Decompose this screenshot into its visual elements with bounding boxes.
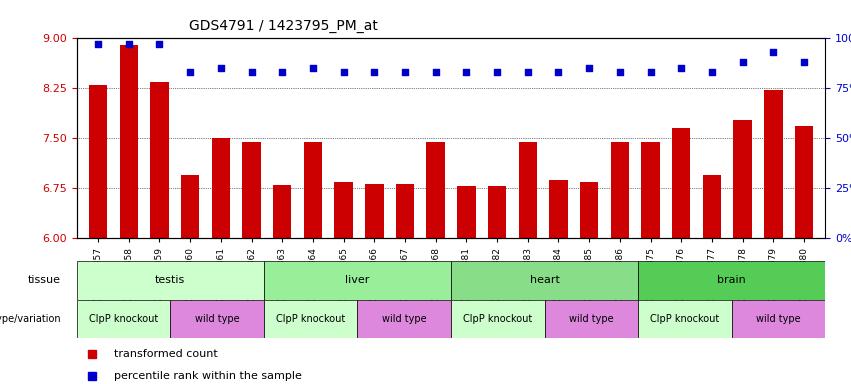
Point (460, 69, 473, 75)
Text: brain: brain (717, 275, 746, 285)
FancyBboxPatch shape (77, 300, 170, 338)
Point (705, 69, 719, 75)
Bar (151, 82, 168, 238)
Text: wild type: wild type (195, 314, 239, 324)
Text: GDS4791 / 1423795_PM_at: GDS4791 / 1423795_PM_at (189, 19, 378, 33)
Bar (734, 119, 751, 238)
FancyBboxPatch shape (451, 261, 638, 300)
Text: ClpP knockout: ClpP knockout (89, 314, 158, 324)
Bar (181, 175, 199, 238)
Text: wild type: wild type (382, 314, 426, 324)
Bar (672, 128, 690, 238)
FancyBboxPatch shape (732, 300, 825, 338)
FancyBboxPatch shape (357, 300, 451, 338)
Bar (304, 142, 323, 238)
FancyBboxPatch shape (264, 261, 451, 300)
FancyBboxPatch shape (77, 261, 264, 300)
Bar (642, 142, 660, 238)
Point (398, 69, 412, 75)
FancyBboxPatch shape (451, 300, 545, 338)
Point (91, 41, 105, 48)
FancyBboxPatch shape (545, 300, 638, 338)
Text: wild type: wild type (757, 314, 801, 324)
Bar (273, 185, 291, 238)
Point (306, 65, 320, 71)
FancyBboxPatch shape (638, 300, 732, 338)
Bar (457, 186, 476, 238)
Point (613, 69, 626, 75)
Point (674, 65, 688, 71)
Text: liver: liver (346, 275, 369, 285)
Bar (89, 85, 107, 238)
Point (767, 49, 780, 55)
Text: ClpP knockout: ClpP knockout (650, 314, 720, 324)
FancyBboxPatch shape (638, 261, 825, 300)
Bar (212, 138, 230, 238)
Point (643, 69, 657, 75)
Point (429, 69, 443, 75)
Point (337, 69, 351, 75)
Bar (764, 90, 783, 238)
Text: testis: testis (155, 275, 186, 285)
Point (797, 59, 811, 65)
Bar (396, 184, 414, 238)
Text: ClpP knockout: ClpP knockout (276, 314, 346, 324)
Point (490, 69, 504, 75)
Bar (795, 126, 814, 238)
Bar (119, 45, 138, 238)
Bar (703, 175, 721, 238)
Point (152, 41, 166, 48)
Point (368, 69, 381, 75)
Bar (334, 182, 353, 238)
Bar (488, 186, 506, 238)
Text: genotype/variation: genotype/variation (0, 314, 61, 324)
Point (521, 69, 534, 75)
Point (736, 59, 750, 65)
Text: transformed count: transformed count (114, 349, 218, 359)
Bar (243, 142, 260, 238)
Bar (518, 142, 537, 238)
Text: wild type: wild type (569, 314, 614, 324)
Text: tissue: tissue (28, 275, 61, 285)
Text: heart: heart (529, 275, 560, 285)
Bar (365, 184, 384, 238)
Bar (611, 142, 629, 238)
Point (214, 65, 228, 71)
Point (183, 69, 197, 75)
Point (122, 41, 135, 48)
Bar (549, 179, 568, 238)
Bar (426, 142, 445, 238)
Text: ClpP knockout: ClpP knockout (463, 314, 533, 324)
Bar (580, 182, 598, 238)
FancyBboxPatch shape (264, 300, 357, 338)
Text: percentile rank within the sample: percentile rank within the sample (114, 371, 302, 381)
Point (276, 69, 289, 75)
Point (582, 65, 596, 71)
Point (245, 69, 259, 75)
FancyBboxPatch shape (170, 300, 264, 338)
Point (551, 69, 565, 75)
